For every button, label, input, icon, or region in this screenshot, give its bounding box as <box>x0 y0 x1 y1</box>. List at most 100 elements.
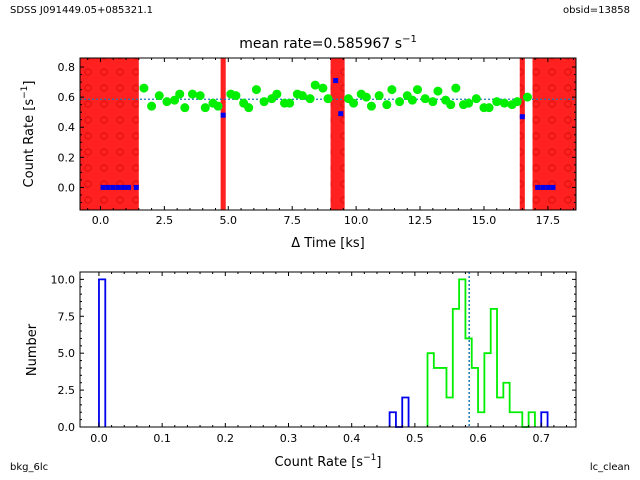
hist-y-tick-label: 0.0 <box>58 421 76 434</box>
source-point <box>499 98 509 108</box>
background-point <box>110 184 116 190</box>
y-tick-label: 0.2 <box>58 151 76 164</box>
background-point <box>540 184 546 190</box>
background-point <box>519 114 525 120</box>
hist-y-tick-label: 5.0 <box>58 347 76 360</box>
source-point <box>162 97 172 107</box>
x-tick-label: 2.5 <box>156 214 174 227</box>
histogram-ylabel: Number <box>25 323 40 376</box>
background-point <box>115 184 121 190</box>
source-point <box>484 103 494 113</box>
x-tick-label: 0.0 <box>92 214 110 227</box>
source-point <box>387 85 397 95</box>
source-point <box>323 94 333 104</box>
source-point <box>195 91 205 101</box>
hist-x-tick-label: 0.6 <box>469 432 487 445</box>
y-tick-label: 0.4 <box>58 121 76 134</box>
source-name: SDSS J091449.05+085321.1 <box>10 5 154 16</box>
background-point <box>133 184 139 190</box>
hist-x-tick-label: 0.2 <box>217 432 235 445</box>
hist-x-tick-label: 0.0 <box>90 432 108 445</box>
source-point <box>420 94 430 104</box>
hist-y-tick-label: 10.0 <box>51 273 76 286</box>
source-point <box>272 89 282 99</box>
hist-y-tick-label: 7.5 <box>58 310 76 323</box>
histogram-panel: 0.0 0.1 0.2 0.3 0.4 0.5 0.6 0.7 0.0 2.5 5.0 7.5 10.… <box>25 271 577 470</box>
source-point <box>187 89 197 99</box>
hist-x-tick-label: 0.1 <box>153 432 171 445</box>
source-point <box>154 91 164 101</box>
source-point <box>310 80 320 90</box>
source-point <box>471 94 481 104</box>
clean-file-label: lc_clean <box>589 462 630 473</box>
obsid-label: obsid=13858 <box>563 5 630 16</box>
source-point <box>382 100 392 110</box>
lightcurve-frame <box>79 57 577 211</box>
source-point <box>259 97 269 107</box>
background-point <box>535 184 541 190</box>
source-point <box>446 100 456 110</box>
source-point <box>180 103 190 113</box>
background-point <box>550 184 556 190</box>
background-point <box>126 184 132 190</box>
hist-x-tick-label: 0.7 <box>532 432 550 445</box>
source-point <box>213 101 223 111</box>
hist-x-tick-label: 0.4 <box>343 432 361 445</box>
bad-interval-hatch <box>330 58 345 210</box>
x-tick-label: 10.0 <box>344 214 369 227</box>
source-point <box>251 85 261 95</box>
x-tick-label: 5.0 <box>220 214 238 227</box>
x-tick-label: 7.5 <box>283 214 301 227</box>
bad-interval-hatch <box>220 58 226 210</box>
background-point <box>333 78 339 84</box>
source-point <box>349 98 359 108</box>
x-tick-label: 17.5 <box>536 214 561 227</box>
background-point <box>545 184 551 190</box>
source-point <box>451 83 461 93</box>
background-point <box>100 184 106 190</box>
source-point <box>305 94 315 104</box>
source-point <box>170 95 180 105</box>
source-point <box>366 101 376 111</box>
x-tick-label: 15.0 <box>472 214 497 227</box>
source-point <box>318 83 328 93</box>
lightcurve-ylabel: Count Rate [s−1] <box>20 81 37 188</box>
source-point <box>428 97 438 107</box>
background-point <box>338 111 344 117</box>
source-point <box>285 98 295 108</box>
source-point <box>200 103 210 113</box>
source-point <box>395 97 405 107</box>
source-point <box>297 91 307 101</box>
lightcurve-panel: mean rate=0.585967 s−1 0.0 2.5 5.0 7.5 10.0 1… <box>20 34 577 251</box>
background-point <box>120 184 126 190</box>
source-point <box>412 85 422 95</box>
source-point <box>147 101 157 111</box>
bad-interval-hatch <box>532 58 576 210</box>
y-tick-label: 0.8 <box>58 61 76 74</box>
bad-interval-hatch <box>519 58 525 210</box>
bkg-file-label: bkg_6lc <box>10 462 49 473</box>
source-point <box>522 92 532 102</box>
bad-interval-hatch <box>80 58 139 210</box>
hist-x-tick-label: 0.5 <box>406 432 424 445</box>
y-tick-label: 0.6 <box>58 91 76 104</box>
y-tick-label: 0.0 <box>58 181 76 194</box>
source-point <box>492 97 502 107</box>
source-point <box>244 103 254 113</box>
source-point <box>361 92 371 102</box>
source-point <box>175 89 185 99</box>
lightcurve-xlabel: Δ Time [ks] <box>291 236 364 251</box>
background-point <box>220 112 226 118</box>
background-histogram <box>98 278 549 428</box>
x-tick-label: 12.5 <box>408 214 433 227</box>
background-point <box>105 184 111 190</box>
source-point <box>433 86 443 96</box>
source-point <box>512 97 522 107</box>
source-point <box>374 91 384 101</box>
histogram-xlabel: Count Rate [s−1] <box>275 453 382 470</box>
source-point <box>464 98 474 108</box>
hist-y-tick-label: 2.5 <box>58 384 76 397</box>
source-point <box>139 83 149 93</box>
source-point <box>407 95 417 105</box>
